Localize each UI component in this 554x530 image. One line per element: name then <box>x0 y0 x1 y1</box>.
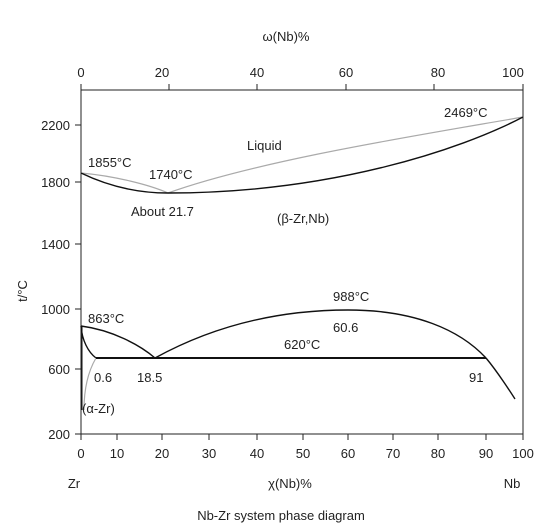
bottom-axis-tick-labels: 0 10 20 30 40 50 60 70 80 90 100 <box>77 446 533 461</box>
top-tick-label: 40 <box>250 65 264 80</box>
plot-frame <box>80 89 524 435</box>
bottom-axis-ticks <box>80 434 524 440</box>
solidus-curve <box>80 116 524 194</box>
bottom-tick-label: 20 <box>155 446 169 461</box>
right-component-label: Nb <box>504 476 521 491</box>
left-tick-label: 1000 <box>41 302 70 317</box>
left-axis-ticks <box>75 124 81 435</box>
top-tick-label: 0 <box>77 65 84 80</box>
nb-rich-comp-label: 91 <box>469 370 483 385</box>
top-tick-label: 80 <box>431 65 445 80</box>
beta-phase-label: (β-Zr,Nb) <box>277 211 329 226</box>
top-axis-ticks <box>80 84 524 90</box>
diagram-caption: Nb-Zr system phase diagram <box>197 508 365 523</box>
left-component-label: Zr <box>68 476 81 491</box>
bottom-tick-label: 60 <box>341 446 355 461</box>
bottom-tick-label: 40 <box>250 446 264 461</box>
left-tick-label: 1400 <box>41 237 70 252</box>
left-tick-label: 1800 <box>41 175 70 190</box>
left-tick-label: 2200 <box>41 118 70 133</box>
alpha-solvus-curve <box>83 357 97 411</box>
monotectoid-temp-label: 620°C <box>284 337 320 352</box>
bottom-tick-label: 100 <box>512 446 534 461</box>
monotectoid-comp-label: 18.5 <box>137 370 162 385</box>
top-tick-label: 60 <box>339 65 353 80</box>
minimum-temp-label: 1740°C <box>149 167 193 182</box>
left-axis-tick-labels: 200 600 1000 1400 1800 2200 <box>41 118 70 442</box>
bottom-axis-label: χ(Nb)% <box>268 476 312 491</box>
left-tick-label: 600 <box>48 362 70 377</box>
left-tick-label: 200 <box>48 427 70 442</box>
alpha-beta-transition-curve <box>80 325 97 359</box>
peak-comp-label: 60.6 <box>333 320 358 335</box>
zr-melting-label: 1855°C <box>88 155 132 170</box>
bottom-tick-label: 50 <box>296 446 310 461</box>
annotations: 1855°C 1740°C Liquid 2469°C About 21.7 (… <box>82 105 488 416</box>
nb-solvus-curve <box>485 357 516 400</box>
alpha-solvus-comp-label: 0.6 <box>94 370 112 385</box>
miscibility-peak-label: 988°C <box>333 289 369 304</box>
minimum-comp-label: About 21.7 <box>131 204 194 219</box>
top-tick-label: 20 <box>155 65 169 80</box>
bottom-tick-label: 90 <box>479 446 493 461</box>
alpha-phase-label: (α-Zr) <box>82 401 115 416</box>
top-tick-label: 100 <box>502 65 524 80</box>
bottom-tick-label: 30 <box>202 446 216 461</box>
bottom-tick-label: 70 <box>386 446 400 461</box>
bottom-tick-label: 10 <box>110 446 124 461</box>
zr-transition-label: 863°C <box>88 311 124 326</box>
bottom-tick-label: 80 <box>431 446 445 461</box>
left-axis-label: t/°C <box>15 280 30 302</box>
nb-melting-label: 2469°C <box>444 105 488 120</box>
miscibility-gap-curve <box>154 309 487 359</box>
bottom-tick-label: 0 <box>77 446 84 461</box>
top-axis-label: ω(Nb)% <box>263 29 310 44</box>
beta-boundary-curve <box>80 325 156 359</box>
liquid-label: Liquid <box>247 138 282 153</box>
top-axis-tick-labels: 0 20 40 60 80 100 <box>77 65 523 80</box>
liquidus-curve <box>80 116 524 194</box>
